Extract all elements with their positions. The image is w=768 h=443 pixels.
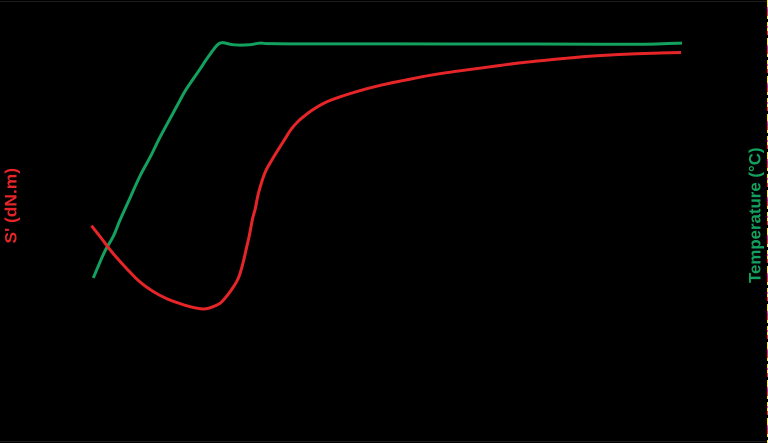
svg-text:Temperature (°C): Temperature (°C)	[746, 148, 765, 284]
svg-text:S' (dN.m): S' (dN.m)	[2, 168, 21, 244]
